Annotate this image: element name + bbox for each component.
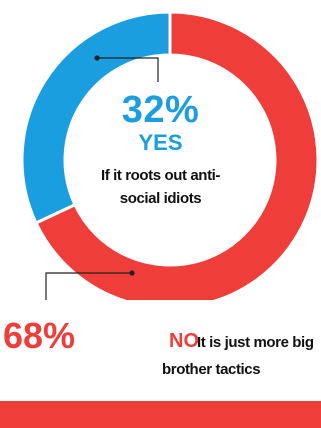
no-connector-dot: [129, 270, 135, 276]
yes-percent-label: 32%: [121, 89, 200, 131]
donut-chart: [20, 10, 320, 300]
yes-slice: [20, 10, 172, 226]
no-slice: [34, 10, 320, 300]
bottom-accent-bar: [0, 401, 321, 428]
no-connector: [45, 272, 132, 300]
no-percent-label: 68%: [3, 315, 76, 356]
yes-answer-label: YES: [138, 130, 183, 155]
no-description-line-1: It is just more big: [197, 334, 314, 351]
yes-connector-dot: [94, 55, 100, 61]
yes-description-line-2: social idiots: [119, 190, 202, 207]
yes-description: If it roots out anti- social idiots: [0, 164, 321, 210]
no-answer-label: NO: [169, 330, 199, 352]
yes-connector: [97, 57, 159, 82]
yes-description-line-1: If it roots out anti-: [100, 167, 221, 184]
no-description-line-2: brother tactics: [162, 361, 261, 378]
